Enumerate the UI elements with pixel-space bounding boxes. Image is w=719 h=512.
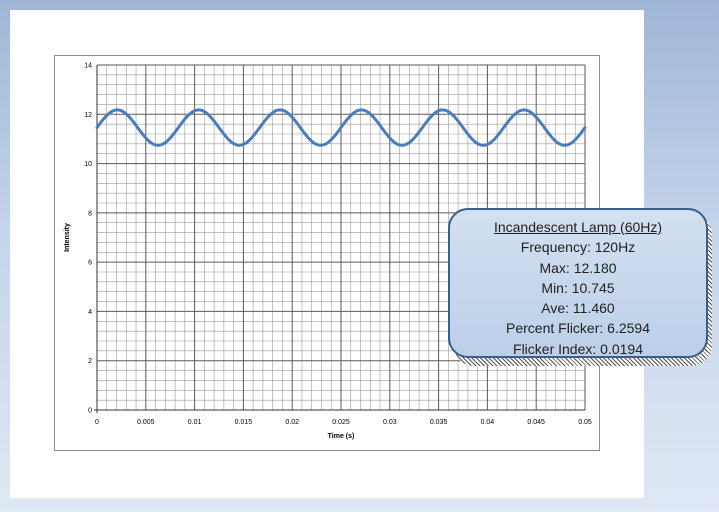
callout-average: Ave: 11.460 xyxy=(541,300,615,317)
y-tick-label: 12 xyxy=(84,112,92,119)
x-tick-label: 0.05 xyxy=(578,419,592,426)
x-tick-label: 0.015 xyxy=(235,419,253,426)
y-tick-label: 8 xyxy=(88,210,92,217)
y-tick-label: 10 xyxy=(84,161,92,168)
x-tick-label: 0.005 xyxy=(137,419,155,426)
x-tick-label: 0.02 xyxy=(285,419,299,426)
callout-min: Min: 10.745 xyxy=(541,279,615,296)
callout-percent-flicker: Percent Flicker: 6.2594 xyxy=(506,320,650,337)
callout-frequency: Frequency: 120Hz xyxy=(520,239,636,256)
x-tick-label: 0.04 xyxy=(481,419,495,426)
y-tick-label: 0 xyxy=(88,408,92,415)
y-tick-label: 4 xyxy=(88,309,92,316)
x-tick-label: 0.01 xyxy=(188,419,202,426)
x-tick-label: 0 xyxy=(95,419,99,426)
flicker-stats-callout: Incandescent Lamp (60Hz) Frequency: 120H… xyxy=(448,208,708,358)
x-tick-label: 0.03 xyxy=(383,419,397,426)
x-tick-label: 0.035 xyxy=(430,419,448,426)
intensity-series-line xyxy=(95,108,587,147)
callout-max: Max: 12.180 xyxy=(539,259,617,276)
callout-flicker-index: Flicker Index: 0.0194 xyxy=(513,340,643,357)
callout-title: Incandescent Lamp (60Hz) xyxy=(493,219,663,235)
y-tick-label: 14 xyxy=(84,63,92,70)
y-tick-label: 6 xyxy=(88,260,92,267)
x-axis-title: Time (s) xyxy=(328,433,355,440)
x-tick-label: 0.025 xyxy=(332,419,350,426)
y-axis-title: Intensity xyxy=(64,223,71,252)
y-tick-label: 2 xyxy=(88,358,92,365)
x-tick-label: 0.045 xyxy=(527,419,545,426)
